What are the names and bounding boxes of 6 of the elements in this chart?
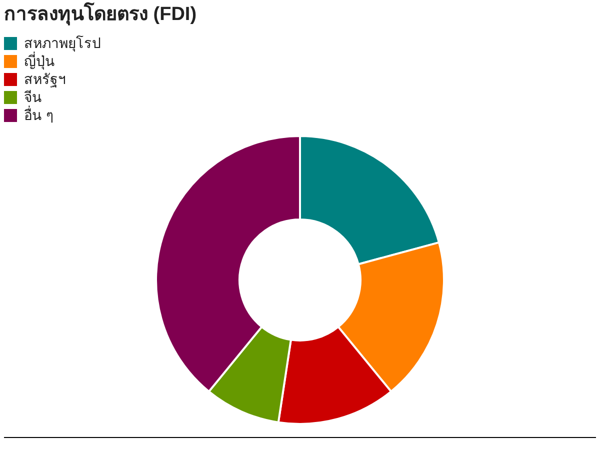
legend-label: จีน — [24, 88, 42, 106]
legend-label: สหภาพยุโรป — [24, 34, 101, 52]
legend-label: สหรัฐฯ — [24, 70, 66, 90]
legend-label: อื่น ๆ — [24, 104, 54, 125]
chart-title: การลงทุนโดยตรง (FDI) — [4, 2, 197, 28]
legend-label: ญี่ปุ่น — [24, 52, 55, 72]
